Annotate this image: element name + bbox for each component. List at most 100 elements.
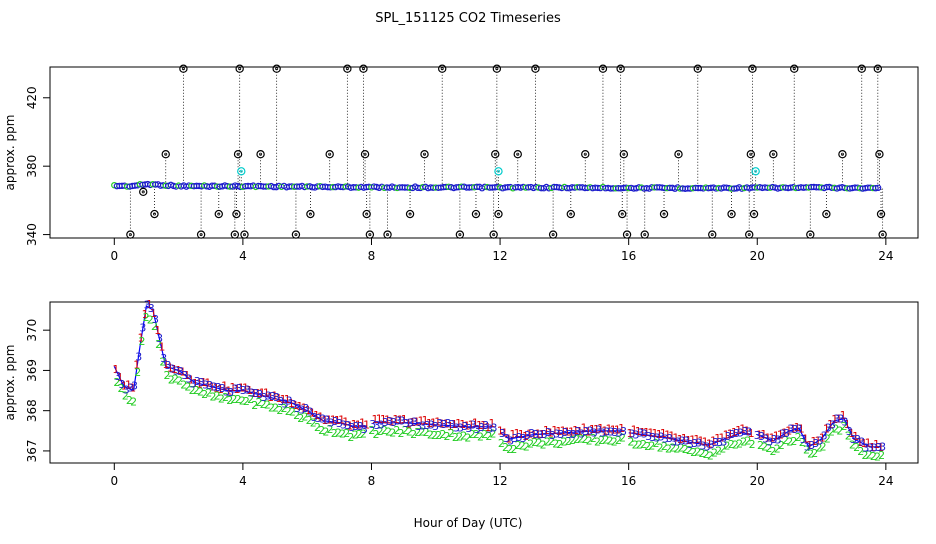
outlier-marker-center bbox=[696, 67, 700, 71]
series-1-marker: 1 bbox=[346, 419, 353, 432]
outlier-marker bbox=[405, 209, 415, 219]
series-2-marker: 2 bbox=[715, 444, 722, 457]
series-1-marker: 1 bbox=[330, 413, 337, 426]
outlier-marker-center bbox=[747, 233, 751, 237]
outlier-marker bbox=[619, 150, 629, 159]
series-3-marker: 3 bbox=[298, 403, 305, 416]
series-3-marker: 3 bbox=[273, 391, 280, 404]
series-1-marker: 1 bbox=[530, 429, 537, 442]
outlier-marker-center bbox=[493, 152, 497, 156]
series-3-marker: 3 bbox=[373, 419, 380, 432]
outlier-marker-center bbox=[328, 152, 332, 156]
series-2-marker: 2 bbox=[778, 439, 785, 452]
series-1-marker: 1 bbox=[844, 418, 851, 431]
outlier-marker-center bbox=[217, 212, 221, 216]
series-1-marker: 1 bbox=[823, 422, 830, 435]
series-3-marker: 3 bbox=[444, 417, 451, 430]
series-1-marker: 1 bbox=[463, 420, 470, 433]
series-2-marker: 2 bbox=[640, 438, 647, 451]
outlier-marker-center bbox=[840, 152, 844, 156]
series-1-marker: 1 bbox=[459, 418, 466, 431]
outlier-marker bbox=[822, 209, 831, 219]
series-3-marker: 3 bbox=[846, 425, 853, 438]
series-1-marker: 1 bbox=[380, 413, 387, 426]
series-1-marker: 1 bbox=[827, 418, 834, 431]
outlier-marker-center bbox=[141, 190, 145, 194]
highlight-marker-center bbox=[754, 169, 758, 173]
outlier-marker-center bbox=[275, 67, 279, 71]
series-2-marker: 2 bbox=[803, 443, 810, 456]
outlier-marker-center bbox=[495, 67, 499, 71]
series-1-marker: 1 bbox=[468, 418, 475, 431]
outlier-marker-center bbox=[199, 233, 203, 237]
series-3-marker: 3 bbox=[528, 427, 535, 440]
series-2-marker: 2 bbox=[402, 424, 409, 437]
outlier-marker-center bbox=[361, 67, 365, 71]
outlier-marker bbox=[196, 230, 206, 239]
series-3-marker: 3 bbox=[825, 422, 832, 435]
series-3-marker: 3 bbox=[683, 434, 690, 447]
series-3-marker: 3 bbox=[219, 382, 226, 395]
series-2-marker: 2 bbox=[590, 432, 597, 445]
series-2-marker: 2 bbox=[255, 396, 262, 409]
series-1-marker: 1 bbox=[764, 432, 771, 445]
series-2-marker: 2 bbox=[460, 429, 467, 442]
series-1-marker: 1 bbox=[798, 423, 805, 436]
mean-line bbox=[113, 305, 881, 448]
series-3-marker: 3 bbox=[202, 379, 209, 392]
series-1-marker: 1 bbox=[229, 381, 236, 394]
raw-y-tick-label: 420 bbox=[25, 86, 39, 109]
series-1-marker: 1 bbox=[338, 414, 345, 427]
series-2-marker: 2 bbox=[740, 435, 747, 448]
series-3-marker: 3 bbox=[603, 426, 610, 439]
series-2-marker: 2 bbox=[644, 440, 651, 453]
series-3-marker: 3 bbox=[286, 394, 293, 407]
series-3-marker: 3 bbox=[382, 416, 389, 429]
series-1-marker: 1 bbox=[242, 382, 249, 395]
outlier-marker bbox=[640, 230, 649, 239]
series-1-marker: 1 bbox=[756, 428, 763, 441]
series-3-marker: 3 bbox=[482, 419, 489, 432]
series-2-marker: 2 bbox=[811, 447, 818, 460]
series-1-marker: 1 bbox=[723, 429, 730, 442]
series-2-marker: 2 bbox=[377, 425, 384, 438]
series-3-marker: 3 bbox=[842, 416, 849, 429]
raw-x-tick-label: 4 bbox=[239, 249, 247, 263]
series-1-marker: 1 bbox=[497, 425, 504, 438]
series-3-marker: 3 bbox=[658, 431, 665, 444]
outlier-marker-center bbox=[259, 152, 263, 156]
series-3-marker: 3 bbox=[720, 436, 727, 449]
series-2-marker: 2 bbox=[707, 449, 714, 462]
series-3-marker: 3 bbox=[206, 379, 213, 392]
series-1-marker: 1 bbox=[296, 400, 303, 413]
series-3-marker: 3 bbox=[591, 427, 598, 440]
outlier-marker bbox=[359, 64, 368, 73]
outlier-marker bbox=[618, 209, 627, 219]
series-2-marker: 2 bbox=[498, 437, 505, 450]
outlier-marker bbox=[325, 150, 334, 159]
outlier-marker-center bbox=[881, 233, 885, 237]
series-3-marker: 3 bbox=[808, 439, 815, 452]
outlier-marker bbox=[748, 64, 757, 73]
series-1-marker: 1 bbox=[810, 435, 817, 448]
outlier-marker-center bbox=[710, 233, 714, 237]
series-3-marker: 3 bbox=[399, 415, 406, 428]
outlier-marker bbox=[214, 209, 223, 219]
series-1-marker: 1 bbox=[718, 431, 725, 444]
series-3-marker: 3 bbox=[403, 417, 410, 430]
outlier-marker-center bbox=[363, 152, 367, 156]
avg-x-tick-label: 12 bbox=[492, 474, 507, 488]
avg-y-tick-label: 367 bbox=[25, 439, 39, 462]
series-2-marker: 2 bbox=[469, 428, 476, 441]
series-1-marker: 1 bbox=[618, 422, 625, 435]
series-1-marker: 1 bbox=[518, 428, 525, 441]
series-3-marker: 3 bbox=[712, 436, 719, 449]
outlier-marker bbox=[233, 150, 243, 159]
outlier-marker bbox=[139, 187, 148, 197]
outlier-marker bbox=[491, 150, 500, 159]
series-3-marker: 3 bbox=[837, 412, 844, 425]
outlier-marker bbox=[494, 209, 503, 219]
series-2-marker: 2 bbox=[870, 450, 877, 463]
series-3-marker: 3 bbox=[139, 321, 146, 334]
